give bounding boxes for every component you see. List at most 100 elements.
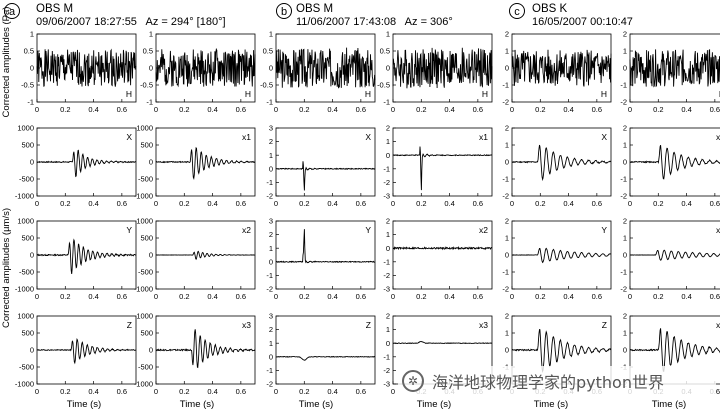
y-tick-label: -500 [19, 268, 34, 277]
watermark-text: 海洋地球物理学家的python世界 [432, 373, 664, 392]
group-b-station: OBS M [296, 3, 333, 15]
group-c-letter: c [514, 6, 520, 18]
x-tick-label: 0 [274, 105, 278, 114]
y-tick-label: 1000 [17, 312, 34, 321]
y-tick-label: 0 [386, 339, 390, 348]
y-tick-label: -1000 [15, 192, 34, 201]
x-tick-label: 0.4 [444, 292, 454, 301]
channel-label: X [365, 132, 371, 142]
x-tick-label: 0 [274, 199, 278, 208]
group-c-info: 16/05/2007 00:10:47 [532, 16, 633, 28]
series-line [36, 48, 137, 87]
y-tick-label: 3 [269, 312, 273, 321]
x-tick-label: 0.4 [327, 387, 337, 396]
y-tick-label: 1 [505, 141, 509, 150]
y-tick-label: -1 [383, 164, 390, 173]
x-tick-label: 0.4 [207, 105, 217, 114]
panel-c-left-H: 0 0.2 0.4 0.6 -2 -1 0 1 2 H [502, 30, 612, 114]
channel-label: Z [366, 320, 371, 330]
y-tick-label: 1 [149, 30, 153, 39]
y-tick-label: 1 [269, 244, 273, 253]
channel-label: x3 [479, 320, 488, 330]
channel-label: H [719, 89, 720, 99]
y-tick-label: -0.5 [260, 81, 273, 90]
y-tick-label: 1 [623, 234, 627, 243]
y-tick-label: 0 [269, 64, 273, 73]
y-tick-label: -1000 [134, 285, 153, 294]
series-line [155, 250, 256, 261]
panel-a-right-x2: 0 0.2 0.4 0.6 -1000 -500 0 500 1000 x2 [134, 217, 256, 301]
y-tick-label: 0 [505, 251, 509, 260]
y-tick-label: 0 [386, 244, 390, 253]
y-tick-label: 0 [149, 251, 153, 260]
xlabel-col2: Time (s) [180, 399, 214, 410]
y-tick-label: 2 [386, 312, 390, 321]
x-tick-label: 0.4 [327, 292, 337, 301]
panel-c-right-x1: 0 0.2 0.4 0.6 -2 -1 0 1 2 x1 [620, 124, 720, 208]
panel-b-left-Z: 0 0.2 0.4 0.6 -2 -1 0 1 2 3 Z [266, 312, 376, 396]
y-tick-label: -2 [266, 285, 273, 294]
channel-label: x2 [479, 225, 488, 235]
y-tick-label: -1 [620, 81, 627, 90]
x-tick-label: 0.2 [299, 387, 309, 396]
y-tick-label: -1 [266, 178, 273, 187]
y-tick-label: 2 [623, 217, 627, 226]
x-tick-label: 0.4 [563, 199, 573, 208]
x-tick-label: 0 [391, 387, 395, 396]
y-tick-label: -1000 [134, 192, 153, 201]
watermark-swirl-icon: ✲ [402, 370, 424, 392]
channel-label: Y [365, 225, 371, 235]
x-tick-label: 0.2 [179, 105, 189, 114]
series-line [392, 245, 493, 251]
x-tick-label: 0.2 [179, 292, 189, 301]
y-tick-label: 0 [30, 346, 34, 355]
group-c-badge [509, 3, 525, 19]
y-tick-label: 1 [269, 30, 273, 39]
y-tick-label: 0 [149, 346, 153, 355]
y-tick-label: -2 [502, 192, 509, 201]
series-line [630, 249, 720, 261]
y-tick-label: 2 [623, 312, 627, 321]
channel-label: Y [601, 225, 607, 235]
panel-a-left-X: 0 0.2 0.4 0.6 -1000 -500 0 500 1000 X [15, 124, 137, 208]
x-tick-label: 0.4 [327, 105, 337, 114]
y-tick-label: 0 [623, 64, 627, 73]
series-line [36, 149, 137, 178]
y-tick-label: -2 [383, 366, 390, 375]
y-tick-label: 1000 [136, 124, 153, 133]
panel-a-left-Z: 0 0.2 0.4 0.6 -1000 -500 0 500 1000 Z [15, 312, 137, 396]
x-tick-label: 0 [154, 105, 158, 114]
x-tick-label: 0.2 [60, 387, 70, 396]
group-b-badge [276, 3, 292, 19]
y-tick-label: -1 [502, 268, 509, 277]
x-tick-label: 0.4 [681, 105, 691, 114]
x-tick-label: 0.4 [88, 105, 98, 114]
x-tick-label: 0.4 [327, 199, 337, 208]
series-line [275, 47, 376, 89]
x-tick-label: 0 [628, 199, 632, 208]
y-tick-label: 500 [140, 141, 153, 150]
x-tick-label: 0.2 [535, 199, 545, 208]
plot-frame [392, 220, 493, 290]
y-tick-label: 1 [386, 137, 390, 146]
x-tick-label: 0 [154, 199, 158, 208]
x-tick-label: 0.6 [236, 292, 246, 301]
y-tick-label: 1000 [17, 124, 34, 133]
panel-b-left-X: 0 0.2 0.4 0.6 -2 -1 0 1 2 3 X [266, 124, 376, 208]
y-tick-label: 1 [30, 30, 34, 39]
channel-label: x2 [242, 225, 251, 235]
y-tick-label: -2 [502, 98, 509, 107]
y-tick-label: -1 [383, 352, 390, 361]
xlabel-col1: Time (s) [67, 399, 101, 410]
x-tick-label: 0.2 [60, 292, 70, 301]
x-tick-label: 0.4 [88, 292, 98, 301]
group-b-header: b OBS M 11/06/2007 17:43:08 Az = 306° [276, 3, 453, 28]
y-tick-label: -1 [146, 98, 153, 107]
group-a-info: 09/06/2007 18:27:55 Az = 294° [180°] [36, 16, 226, 28]
x-tick-label: 0.4 [681, 292, 691, 301]
y-tick-label: -2 [383, 178, 390, 187]
y-tick-label: -500 [138, 363, 153, 372]
y-tick-label: -0.5 [140, 81, 153, 90]
channel-label: x1 [479, 132, 488, 142]
y-tick-label: 500 [140, 329, 153, 338]
